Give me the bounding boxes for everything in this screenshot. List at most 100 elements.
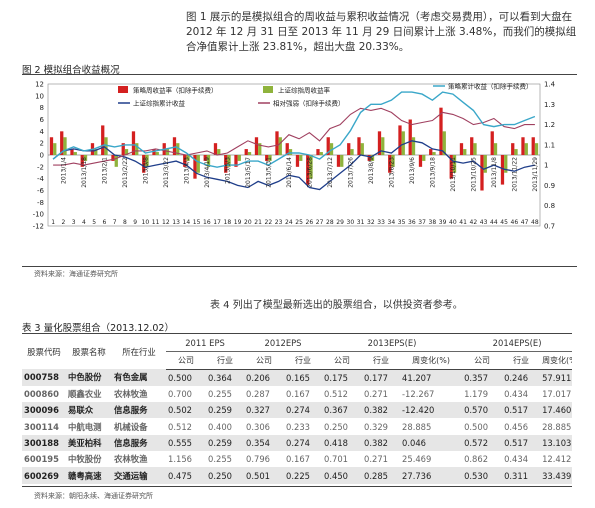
- stock-name: 易联众: [66, 402, 112, 419]
- x-date-label: 2013/9/6: [409, 157, 416, 184]
- table-cell: 0.357: [462, 369, 503, 386]
- table-title: 表 3 量化股票组合（2013.12.02）: [22, 323, 174, 334]
- y-left-tick-label: 12: [35, 81, 44, 89]
- x-index-label: 41: [459, 219, 467, 226]
- x-index-label: 39: [439, 219, 447, 226]
- strategy-bar: [183, 155, 187, 167]
- x-index-label: 43: [480, 219, 488, 226]
- table-cell: 0.165: [284, 369, 323, 386]
- table-cell: 0.167: [286, 454, 310, 465]
- table-cell: 0.434: [504, 389, 529, 400]
- x-index-label: 2: [61, 219, 65, 226]
- strategy-bar: [500, 155, 505, 185]
- table-cell: 0.175: [322, 369, 363, 386]
- strategy-bar: [470, 137, 474, 155]
- stock-code: 300114: [24, 421, 59, 432]
- x-index-label: 15: [193, 219, 201, 226]
- index-bar: [83, 155, 88, 161]
- index-bar: [165, 149, 170, 155]
- index-bar: [422, 155, 426, 161]
- index-bar: [217, 149, 221, 155]
- table-cell: 0.354: [244, 434, 285, 452]
- x-index-label: 6: [102, 219, 106, 226]
- strategy-bar: [111, 155, 115, 161]
- header-code: 股票代码: [27, 347, 61, 358]
- stock-industry: 信息服务: [112, 434, 166, 452]
- index-bar: [53, 143, 57, 155]
- relative-strength-line: [53, 107, 535, 166]
- index-bar: [309, 155, 313, 179]
- stock-code: 600269: [22, 467, 66, 484]
- y-right-tick-label: 1.2: [544, 121, 555, 129]
- strategy-bar: [531, 137, 535, 155]
- stock-name: 中航电测: [68, 421, 102, 432]
- x-index-label: 3: [72, 219, 76, 226]
- table-cell: 0.250: [206, 467, 245, 484]
- strategy-bar: [377, 131, 382, 155]
- stock-industry: 有色金属: [112, 369, 166, 386]
- x-date-label: 2013/2/1: [101, 157, 108, 184]
- strategy-bar: [172, 137, 177, 155]
- strategy-bar: [80, 155, 84, 167]
- index-bar: [350, 149, 354, 155]
- table-cell: 0.364: [206, 369, 245, 386]
- index-bar: [155, 152, 159, 155]
- table-cell: 0.287: [246, 389, 270, 400]
- index-bar: [63, 137, 67, 155]
- index-bar: [411, 137, 416, 155]
- x-date-label: 2013/3/8: [142, 157, 149, 184]
- x-date-label: 2013/4/3: [183, 157, 190, 184]
- index-bar: [432, 152, 436, 155]
- strategy-bar: [418, 155, 423, 167]
- strategy-bar: [429, 149, 433, 155]
- table-cell: 0.255: [208, 454, 232, 465]
- table-cell: -12.420: [400, 402, 463, 419]
- table-cell: 13.103: [540, 434, 573, 452]
- x-date-label: 2013/6/14: [286, 157, 293, 188]
- x-index-label: 30: [347, 219, 355, 226]
- x-index-label: 25: [295, 219, 303, 226]
- y-left-tick-label: 10: [35, 92, 44, 100]
- x-date-label: 2013/1/4: [60, 157, 67, 184]
- strategy-bar: [254, 137, 259, 155]
- table-cell: 0.570: [462, 402, 503, 419]
- index-bar: [268, 155, 272, 161]
- x-index-label: 33: [377, 219, 385, 226]
- x-index-label: 45: [500, 219, 508, 226]
- subheader: 行业: [502, 351, 541, 370]
- strategy-bar: [449, 155, 453, 179]
- strategy-bar: [367, 155, 371, 161]
- table-cell: 41.207: [400, 369, 463, 386]
- strategy-bar: [142, 155, 146, 173]
- table-cell: 0.274: [284, 434, 323, 452]
- index-bar: [135, 143, 139, 155]
- header-group-2013: 2013EPS(E): [322, 335, 463, 353]
- x-date-label: 2013/11/22: [511, 157, 518, 192]
- table-cell: 0.177: [362, 369, 401, 386]
- x-index-label: 12: [162, 219, 170, 226]
- subheader: 公司: [244, 351, 285, 370]
- index-bar: [145, 155, 149, 167]
- index-bar: [473, 143, 477, 155]
- y-left-tick-label: -8: [37, 199, 44, 207]
- x-date-label: 2013/9/18: [429, 157, 436, 188]
- index-bar: [329, 143, 334, 155]
- x-index-label: 13: [172, 219, 180, 226]
- table-cell: 0.456: [504, 421, 529, 432]
- strategy-bar: [316, 149, 320, 155]
- strategy-bar: [244, 149, 248, 155]
- x-date-label: 2013/10/11: [450, 157, 457, 192]
- strategy-bar: [131, 131, 136, 155]
- x-date-label: 2013/7/12: [327, 157, 334, 188]
- table-cell: 0.306: [246, 421, 270, 432]
- x-index-label: 28: [326, 219, 334, 226]
- index-bar: [370, 155, 375, 161]
- strategy-bar: [224, 155, 228, 173]
- stock-code: 300188: [22, 434, 66, 452]
- y-left-tick-label: -4: [37, 175, 45, 183]
- table-cell: 0.572: [462, 434, 503, 452]
- index-bar: [504, 155, 508, 173]
- header-group-2011: 2011 EPS: [166, 335, 245, 353]
- y-left-tick-label: 6: [40, 116, 45, 124]
- x-index-label: 22: [265, 219, 273, 226]
